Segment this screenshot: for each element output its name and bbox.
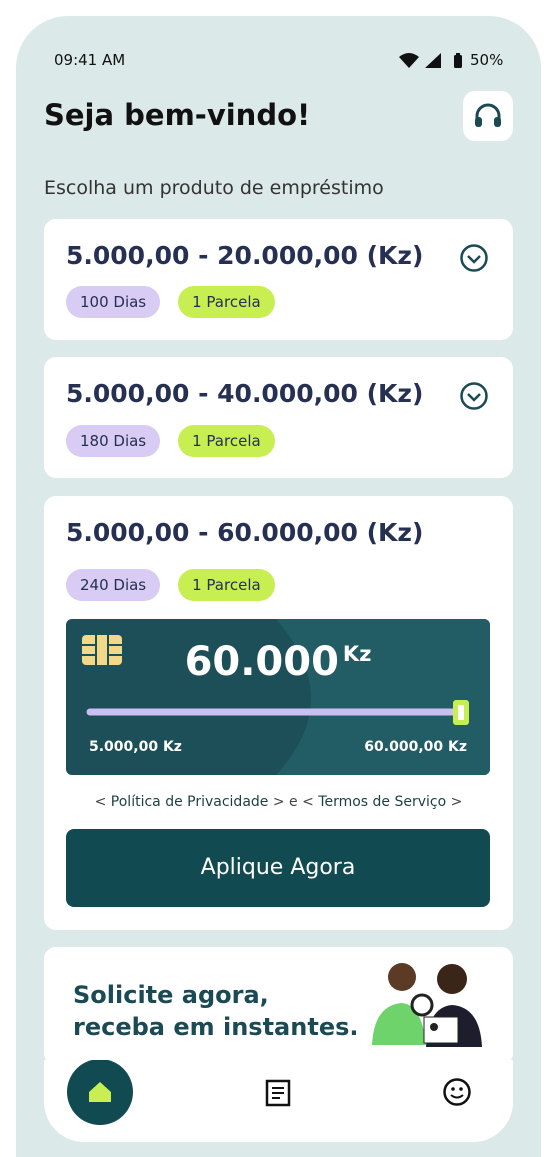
banner-line: receba em instantes. — [73, 1013, 359, 1041]
promo-banner[interactable]: Solicite agora, receba em instantes. — [44, 947, 513, 1065]
product-range: 5.000,00 - 20.000,00 (Kz) — [66, 241, 424, 270]
currency: Kz — [342, 642, 372, 666]
installment-tag: 1 Parcela — [178, 286, 275, 318]
legal-text: > — [450, 794, 463, 810]
status-icons — [399, 53, 462, 68]
loan-amount: 60.000 — [184, 639, 339, 685]
tag-row: 240 Dias 1 Parcela — [66, 569, 275, 601]
page-title: Seja bem-vindo! — [44, 98, 311, 132]
headset-icon — [475, 103, 501, 127]
term-tag: 100 Dias — [66, 286, 161, 318]
privacy-link[interactable]: Política de Privacidade — [110, 794, 269, 810]
orders-tab[interactable] — [264, 1078, 294, 1108]
tag-row: 100 Dias 1 Parcela — [66, 286, 275, 318]
profile-tab[interactable] — [442, 1077, 472, 1107]
bottom-nav — [44, 1060, 513, 1142]
battery-level: 50% — [470, 51, 504, 69]
legal-text: < — [94, 794, 107, 810]
section-title: Escolha um produto de empréstimo — [44, 177, 384, 199]
min-label: 5.000,00 Kz — [89, 739, 182, 755]
product-card[interactable]: 5.000,00 - 40.000,00 (Kz) 180 Dias 1 Par… — [44, 357, 513, 478]
card-decoration — [82, 619, 490, 775]
product-card[interactable]: 5.000,00 - 20.000,00 (Kz) 100 Dias 1 Par… — [44, 219, 513, 340]
apply-button[interactable]: Aplique Agora — [66, 829, 490, 907]
max-label: 60.000,00 Kz — [364, 739, 467, 755]
installment-tag: 1 Parcela — [178, 425, 275, 457]
tag-row: 180 Dias 1 Parcela — [66, 425, 275, 457]
legal-text: > e < — [272, 794, 314, 810]
amount-card: 60.000 Kz 5.000,00 Kz 60.000,00 Kz — [66, 619, 490, 775]
terms-link[interactable]: Termos de Serviço — [318, 794, 447, 810]
home-tab[interactable] — [66, 1060, 136, 1130]
term-tag: 180 Dias — [66, 425, 161, 457]
banner-line: Solicite agora, — [73, 981, 269, 1009]
support-button[interactable] — [463, 91, 513, 141]
amount-display: 60.000 Kz — [66, 639, 490, 685]
product-card-expanded: 5.000,00 - 60.000,00 (Kz) 240 Dias 1 Par… — [44, 496, 513, 930]
product-range: 5.000,00 - 40.000,00 (Kz) — [66, 379, 424, 408]
banner-text: Solicite agora, receba em instantes. — [73, 979, 359, 1043]
legal-links: < Política de Privacidade > e < Termos d… — [44, 794, 513, 810]
term-tag: 240 Dias — [66, 569, 161, 601]
product-range: 5.000,00 - 60.000,00 (Kz) — [66, 518, 424, 547]
banner-illustration — [372, 963, 482, 1047]
expand-icon[interactable] — [459, 243, 489, 273]
expand-icon[interactable] — [459, 381, 489, 411]
installment-tag: 1 Parcela — [178, 569, 275, 601]
status-time: 09:41 AM — [54, 51, 126, 69]
